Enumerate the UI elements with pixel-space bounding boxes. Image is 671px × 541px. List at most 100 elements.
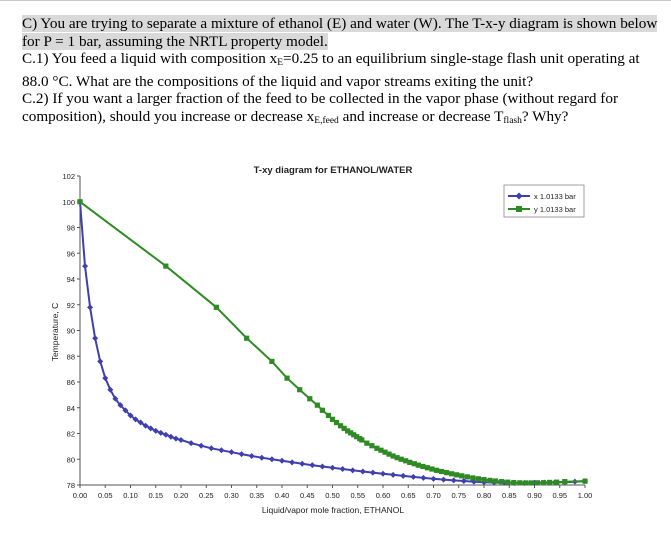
- data-point: [208, 445, 215, 452]
- data-point: [433, 467, 440, 473]
- data-point: [102, 375, 109, 382]
- data-point: [407, 459, 413, 465]
- x-tick-label: 0.80: [477, 491, 492, 500]
- data-point: [349, 467, 356, 474]
- chart-title: T-xy diagram for ETHANOL/WATER: [254, 165, 413, 176]
- data-point: [444, 470, 450, 476]
- c1-text-a: C.1) You feed a liquid with composition …: [22, 50, 278, 68]
- x-tick-label: 0.35: [249, 491, 264, 500]
- legend: x 1.0133 bar y 1.0133 bar: [503, 184, 585, 218]
- legend-marker: [516, 206, 522, 212]
- data-point: [380, 470, 386, 477]
- data-point: [410, 473, 417, 480]
- data-point: [459, 473, 465, 479]
- data-point: [198, 442, 205, 449]
- data-point: [493, 478, 499, 484]
- data-point: [534, 480, 541, 486]
- data-point: [92, 335, 99, 342]
- legend-marker: [515, 192, 523, 200]
- data-point: [314, 402, 320, 408]
- data-point: [411, 461, 417, 467]
- question-intro: C) You are trying to separate a mixture …: [22, 15, 662, 50]
- y-axis-label: Temperature, C: [50, 303, 60, 362]
- series-line: [79, 200, 586, 484]
- data-point: [299, 460, 306, 467]
- data-point: [244, 335, 250, 341]
- c2-subscript-flash: flash: [503, 115, 522, 126]
- data-point: [359, 468, 366, 475]
- x-tick-label: 0.50: [325, 491, 340, 500]
- data-point: [487, 477, 493, 483]
- data-point: [228, 449, 235, 456]
- data-point: [450, 477, 457, 484]
- data-point: [157, 429, 164, 436]
- x-tick-label: 0.15: [148, 491, 163, 500]
- data-point: [449, 471, 455, 477]
- data-point: [499, 479, 505, 485]
- data-point: [132, 416, 139, 423]
- txy-chart: T-xy diagram for ETHANOL/WATER Liquid/va…: [50, 165, 592, 515]
- data-point: [460, 478, 467, 485]
- x-tick-label: 0.05: [98, 491, 113, 500]
- data-point: [137, 419, 144, 426]
- data-point: [390, 471, 397, 478]
- data-point: [341, 425, 347, 431]
- data-point: [528, 480, 535, 486]
- data-point: [152, 427, 159, 434]
- data-point: [238, 451, 245, 458]
- data-point: [420, 463, 426, 470]
- y-tick-label: 96: [67, 249, 75, 258]
- data-point: [359, 437, 365, 443]
- series-line: [79, 201, 586, 484]
- c2-text-b: and increase or decrease T: [338, 107, 504, 125]
- data-point: [279, 457, 285, 464]
- data-point: [337, 423, 344, 429]
- x-tick-label: 0.95: [552, 491, 567, 500]
- data-point: [339, 466, 346, 473]
- data-point: [127, 412, 134, 419]
- question-c2: C.2) If you want a larger fraction of th…: [22, 90, 662, 130]
- y-tick-label: 84: [67, 404, 75, 413]
- data-point: [464, 474, 470, 480]
- data-point: [163, 263, 169, 269]
- data-point: [329, 464, 336, 471]
- data-point: [284, 375, 290, 381]
- data-point: [167, 433, 174, 440]
- x-tick-label: 0.55: [350, 491, 365, 500]
- data-point: [309, 462, 316, 469]
- x-tick-label: 0.10: [123, 491, 138, 500]
- question-text: C) You are trying to separate a mixture …: [22, 15, 662, 131]
- data-point: [82, 263, 89, 270]
- data-point: [386, 451, 392, 457]
- data-point: [394, 455, 400, 461]
- data-point: [297, 387, 303, 393]
- c1-text-b: =0.25 to an equilibrium single-stage fla…: [22, 50, 640, 90]
- data-point: [429, 466, 435, 472]
- y-tick-label: 92: [67, 301, 75, 310]
- data-point: [319, 407, 325, 413]
- data-point: [562, 479, 568, 485]
- data-point: [369, 443, 375, 449]
- data-point: [147, 425, 154, 432]
- data-point: [107, 386, 114, 393]
- x-tick-label: 0.65: [401, 491, 416, 500]
- data-point: [218, 447, 225, 454]
- data-point: [188, 440, 195, 447]
- data-point: [307, 396, 313, 402]
- data-point: [398, 456, 404, 462]
- data-point: [582, 478, 588, 484]
- data-point: [97, 358, 104, 365]
- data-point: [112, 395, 119, 402]
- question-c1: C.1) You feed a liquid with composition …: [22, 50, 662, 90]
- x-tick-label: 0.40: [275, 491, 290, 500]
- data-point: [511, 479, 517, 486]
- data-point: [554, 479, 560, 485]
- data-point: [213, 304, 219, 310]
- series-vapor-y: [77, 199, 588, 486]
- data-point: [117, 402, 124, 409]
- data-point: [268, 456, 275, 463]
- data-point: [178, 436, 184, 443]
- series-layer: [77, 198, 588, 486]
- data-point: [345, 428, 351, 434]
- data-point: [440, 476, 447, 483]
